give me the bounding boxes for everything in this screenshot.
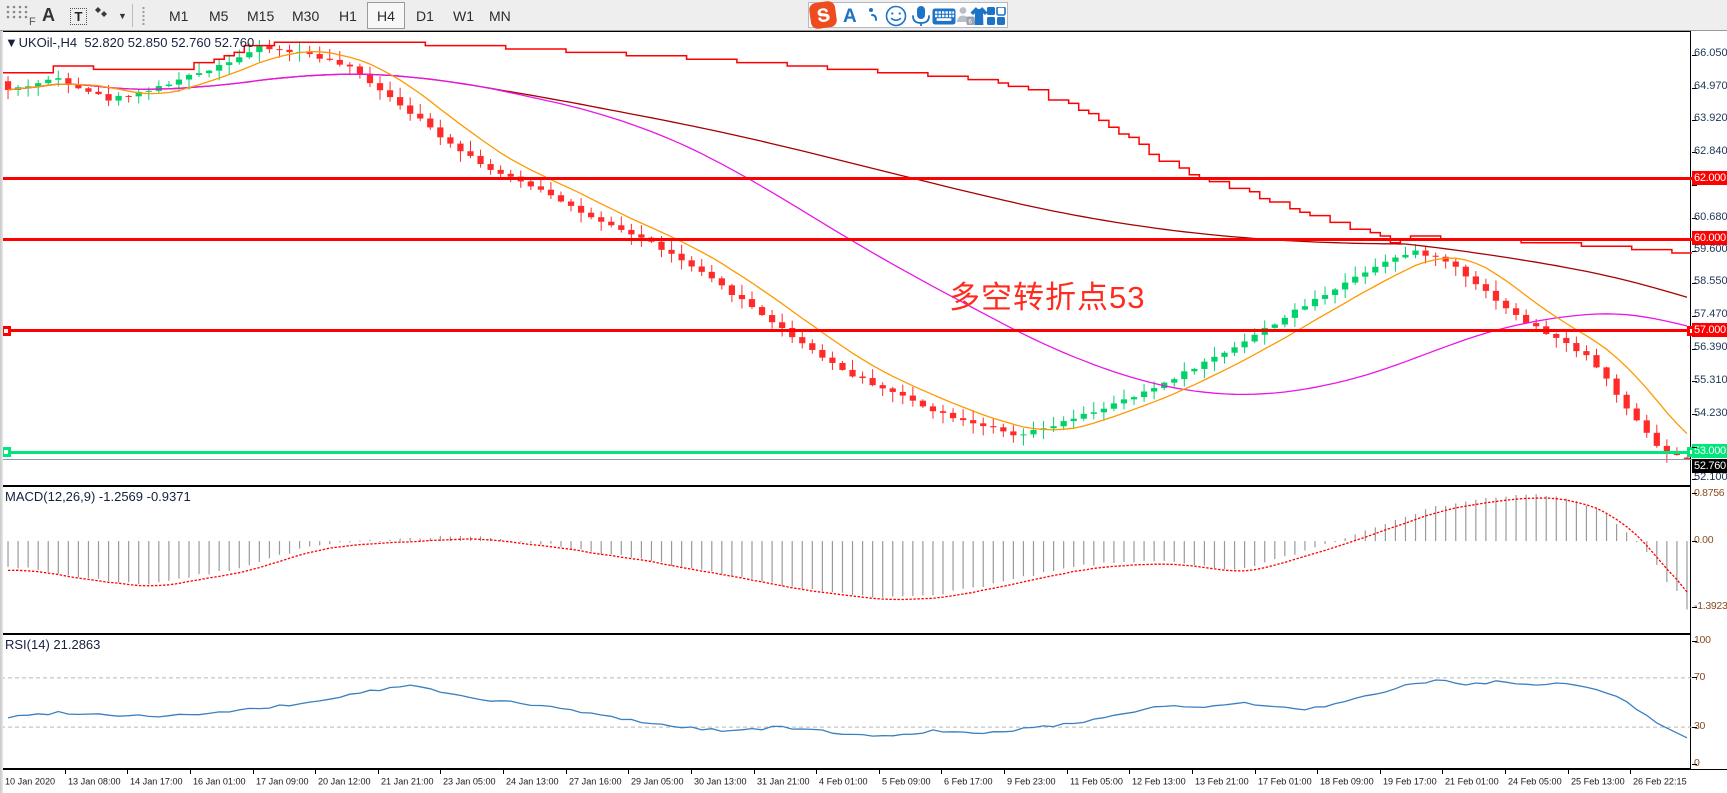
svg-text:F: F bbox=[29, 16, 36, 25]
svg-text:A: A bbox=[843, 6, 857, 26]
